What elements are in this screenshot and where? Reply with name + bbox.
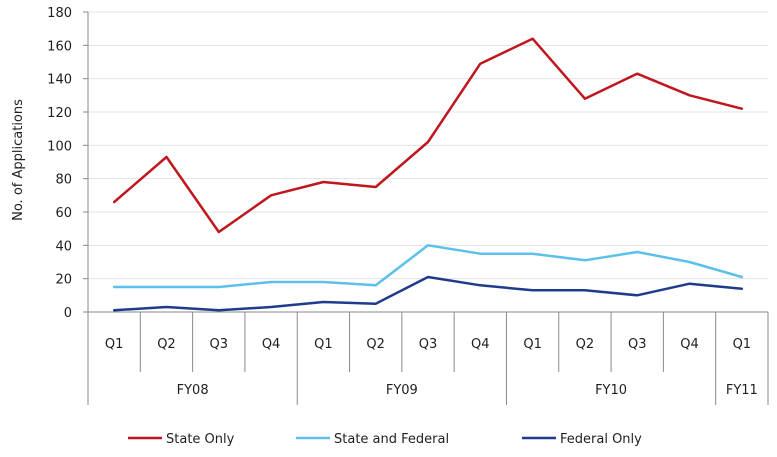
x-tick-label: Q2 xyxy=(366,337,385,352)
y-tick-label: 140 xyxy=(47,73,72,88)
y-axis-title: No. of Applications xyxy=(11,99,26,221)
y-tick-label: 180 xyxy=(47,6,72,21)
legend-item: State Only xyxy=(128,432,235,447)
y-tick-label: 100 xyxy=(47,139,72,154)
x-tick-labels: Q1 Q2 Q3 Q4 Q1 Q2 Q3 Q4 Q1 Q2 Q3 Q4 Q1 xyxy=(105,337,751,352)
y-tick-label: 40 xyxy=(55,239,72,254)
y-tick-label: 160 xyxy=(47,39,72,54)
x-tick-label: Q2 xyxy=(576,337,595,352)
y-tick-label: 0 xyxy=(64,306,72,321)
x-tick-label: Q1 xyxy=(105,337,124,352)
x-group-label: FY09 xyxy=(386,383,418,398)
y-tick-label: 20 xyxy=(55,273,72,288)
x-tick-label: Q1 xyxy=(733,337,752,352)
y-tick-label: 80 xyxy=(55,173,72,188)
legend-label: Federal Only xyxy=(560,432,642,447)
x-tick-label: Q3 xyxy=(628,337,647,352)
x-tick-label: Q1 xyxy=(523,337,542,352)
x-tick-label: Q1 xyxy=(314,337,333,352)
x-tick-label: Q3 xyxy=(210,337,229,352)
series-lines xyxy=(112,37,744,312)
axes xyxy=(83,11,769,405)
x-tick-label: Q3 xyxy=(419,337,438,352)
series-line xyxy=(112,275,744,312)
x-tick-label: Q4 xyxy=(262,337,281,352)
y-tick-label: 60 xyxy=(55,206,72,221)
y-tick-labels: 0 20 40 60 80 100 120 140 160 180 xyxy=(47,6,72,321)
y-tick-label: 120 xyxy=(47,106,72,121)
legend: State Only State and Federal Federal Only xyxy=(128,432,642,447)
x-group-labels: FY08 FY09 FY10 FY11 xyxy=(177,383,758,398)
legend-item: Federal Only xyxy=(522,432,642,447)
x-tick-label: Q4 xyxy=(471,337,490,352)
legend-label: State and Federal xyxy=(334,432,449,447)
gridlines xyxy=(88,11,768,280)
legend-item: State and Federal xyxy=(296,432,449,447)
x-tick-label: Q2 xyxy=(157,337,176,352)
x-group-label: FY10 xyxy=(595,383,627,398)
x-tick-label: Q4 xyxy=(680,337,699,352)
x-group-label: FY08 xyxy=(177,383,209,398)
legend-label: State Only xyxy=(166,432,235,447)
series-line xyxy=(112,37,744,234)
series-line xyxy=(112,244,744,289)
x-group-label: FY11 xyxy=(726,383,758,398)
